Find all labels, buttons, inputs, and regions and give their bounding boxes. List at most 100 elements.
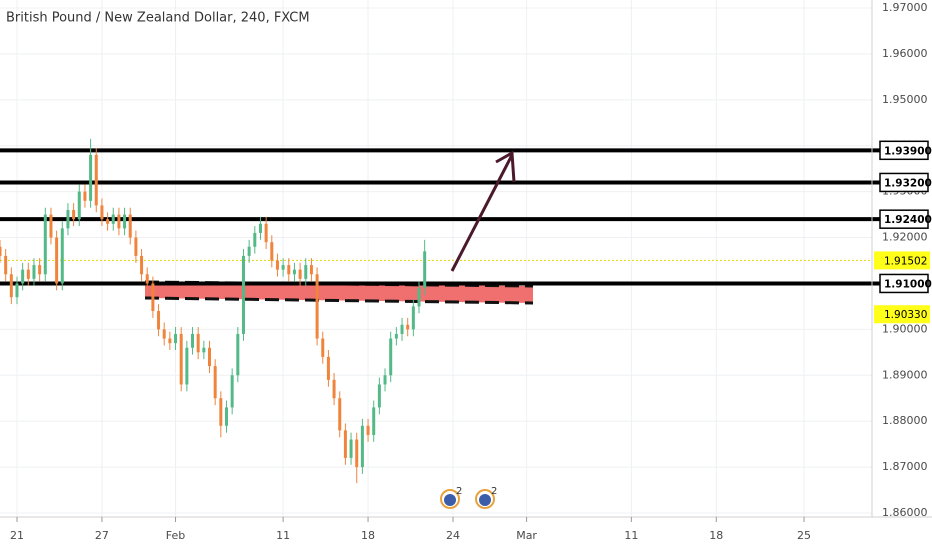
candle-body: [66, 210, 70, 229]
y-tick-label: 1.88000: [882, 414, 928, 427]
candle-body: [55, 237, 59, 284]
candle-body: [140, 255, 144, 275]
x-tick-label: 27: [95, 529, 109, 542]
candle-body: [134, 237, 138, 256]
candle-body: [411, 306, 415, 330]
candle-body: [123, 214, 127, 229]
candle-body: [128, 214, 132, 238]
candle-body: [360, 425, 364, 468]
candle-body: [253, 232, 257, 247]
candle-body: [72, 210, 76, 220]
candle-body: [83, 191, 87, 201]
price-marker-label: 1.91502: [884, 255, 927, 267]
candle-body: [338, 398, 342, 431]
candle-body: [258, 223, 262, 233]
zone-bottom-edge: [144, 296, 534, 305]
candle-body: [157, 311, 161, 330]
level-label: 1.91000: [884, 278, 932, 290]
chart-title: British Pound / New Zealand Dollar, 240,…: [6, 11, 310, 26]
y-tick-label: 1.90000: [882, 322, 928, 335]
candle-body: [389, 338, 393, 376]
event-count: 2: [456, 486, 462, 497]
candle-body: [321, 338, 325, 357]
y-tick-label: 1.96000: [882, 47, 928, 60]
candle-body: [309, 265, 313, 275]
candle-body: [219, 398, 223, 426]
candle-body: [77, 191, 81, 220]
candle-body: [332, 379, 336, 399]
candle-body: [162, 329, 166, 339]
candle-body: [406, 324, 410, 330]
level-label-box: [879, 140, 929, 161]
candle-body: [208, 347, 212, 367]
candle-body: [423, 251, 427, 289]
x-tick-label: 21: [10, 529, 24, 542]
candle-body: [49, 214, 53, 238]
candle-body: [196, 333, 200, 353]
level-label: 1.93900: [884, 145, 932, 157]
candle-body: [298, 269, 302, 279]
candle-body: [343, 430, 347, 458]
candle-body: [417, 288, 421, 307]
candle-body: [94, 154, 98, 206]
candle-body: [145, 274, 149, 284]
y-tick-label: 1.97000: [882, 1, 928, 14]
candle-body: [247, 246, 251, 256]
price-marker-box: [874, 251, 930, 270]
candle-body: [151, 283, 155, 311]
candle-body: [117, 214, 121, 229]
candle-body: [89, 154, 93, 201]
candle-body: [43, 214, 47, 275]
candle-body: [100, 205, 104, 220]
candle-body: [168, 338, 172, 344]
y-tick-label: 1.87000: [882, 460, 928, 473]
candle-body: [106, 219, 110, 224]
y-tick-label: 1.95000: [882, 93, 928, 106]
candle-body: [315, 274, 319, 339]
event-count: 2: [491, 486, 497, 497]
candle-body: [185, 347, 189, 385]
candle-body: [270, 242, 274, 261]
candle-body: [60, 228, 64, 284]
axes: 1.86000 1.87000 1.88000 1.89000 1.90000 1.910…: [10, 1, 932, 542]
level-label-box: [879, 172, 929, 193]
x-tick-label: 18: [709, 529, 723, 542]
candle-body: [377, 384, 381, 408]
x-tick-label: Feb: [166, 529, 185, 542]
x-tick-label: 18: [361, 529, 375, 542]
candle-body: [191, 333, 195, 348]
event-icon[interactable]: 2: [440, 486, 462, 509]
candle-body: [355, 439, 359, 468]
candle-body: [400, 324, 404, 334]
level-label: 1.92400: [884, 214, 932, 226]
x-tick-label: Mar: [516, 529, 537, 542]
candle-body: [326, 356, 330, 380]
candle-body: [275, 260, 279, 270]
price-marker-label: 1.90330: [884, 309, 927, 321]
x-tick-label: 25: [797, 529, 811, 542]
candle-body: [281, 265, 285, 270]
candle-body: [9, 274, 13, 298]
x-tick-label: 11: [624, 529, 638, 542]
candle-body: [15, 283, 19, 298]
candle-body: [236, 333, 240, 376]
event-icon[interactable]: 2: [475, 486, 497, 509]
candle-body: [287, 265, 291, 275]
candle-body: [32, 265, 36, 279]
x-tick-label: 24: [446, 529, 460, 542]
x-tick-label: 11: [276, 529, 290, 542]
candle-body: [213, 366, 217, 399]
y-tick-label: 1.86000: [882, 506, 928, 519]
level-label-box: [879, 273, 929, 294]
candle-body: [292, 269, 296, 275]
candle-body: [174, 333, 178, 344]
candle-body: [224, 407, 228, 426]
candle-body: [0, 246, 2, 256]
candle-body: [264, 223, 268, 243]
candle-body: [349, 439, 353, 458]
candle-body: [383, 375, 387, 385]
level-label-box: [879, 209, 929, 229]
